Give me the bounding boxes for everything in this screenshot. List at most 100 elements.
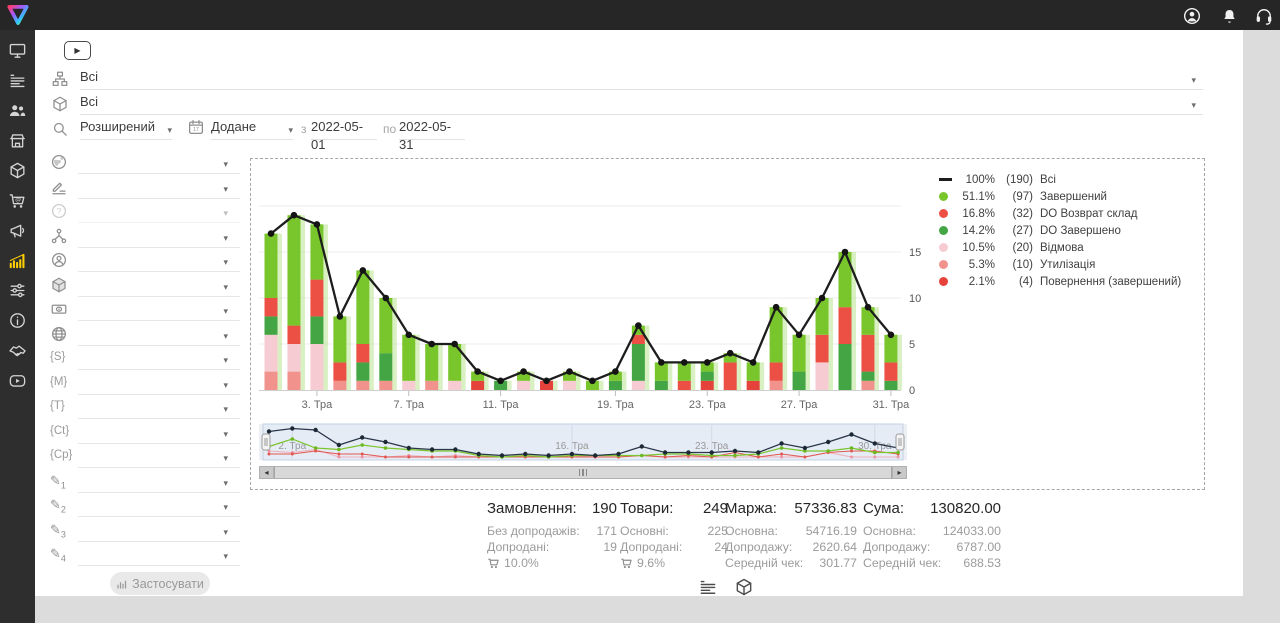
bell-icon[interactable]: [1218, 5, 1240, 27]
svg-text:5: 5: [909, 339, 915, 351]
sidebar-item-sliders[interactable]: [0, 278, 35, 302]
orders-stacked-chart[interactable]: 3. Тра 7. Тра 11. Тра 19. Тра 23. Тра 27. Тра…: [253, 163, 929, 415]
sidebar-item-order-list[interactable]: [0, 68, 35, 92]
date-field-select[interactable]: Додане ▾: [211, 118, 293, 140]
stat-subrow: Допродані: 19: [487, 540, 617, 554]
legend-item-4[interactable]: 10.5% (20) Відмова: [939, 239, 1201, 256]
sidebar-item-handshake[interactable]: [0, 338, 35, 362]
chevron-down-icon: ▾: [223, 502, 228, 512]
filter-select-pencil-2[interactable]: ✎2 ▾: [50, 495, 240, 517]
svg-text:3. Тра: 3. Тра: [302, 399, 333, 411]
legend-label: Завершений: [1040, 190, 1107, 203]
pencil-icon: ✎1: [50, 472, 66, 491]
stat-subrow: Основна: 54716.19: [725, 524, 857, 538]
calendar-icon[interactable]: 17: [187, 118, 205, 136]
pencil-icon: ✎4: [50, 546, 66, 564]
chevron-down-icon: ▾: [223, 208, 228, 218]
sidebar-item-video[interactable]: [0, 368, 35, 392]
legend-item-2[interactable]: 16.8% (32) DO Возврат склад: [939, 205, 1201, 222]
earth-icon: [50, 153, 68, 171]
stat-subrow: Середній чек: 688.53: [863, 556, 1001, 570]
headset-icon[interactable]: [1253, 5, 1275, 27]
legend-item-6[interactable]: 2.1% (4) Повернення (завершений): [939, 273, 1201, 290]
video-tutorial-button[interactable]: ▶: [64, 41, 91, 60]
scroll-right-arrow[interactable]: ▸: [892, 467, 906, 478]
filter-select-help[interactable]: ? ▾: [51, 201, 240, 223]
filter-select-tag-Cp[interactable]: {Cp} ▾: [50, 446, 240, 468]
filter-select-tag-T[interactable]: {T} ▾: [50, 397, 240, 419]
brand-logo-icon[interactable]: [5, 2, 31, 28]
sidebar-item-users[interactable]: [0, 98, 35, 122]
chevron-down-icon: ▾: [288, 125, 293, 135]
filter-select-pencil-1[interactable]: ✎1 ▾: [50, 471, 240, 493]
chevron-down-icon: ▾: [223, 330, 228, 341]
filter-select-pencil-3[interactable]: ✎3 ▾: [50, 520, 240, 542]
svg-text:23. Тра: 23. Тра: [695, 441, 729, 452]
sidebar-item-megaphone[interactable]: [0, 218, 35, 242]
stat-subrow: Основні: 225: [620, 524, 728, 538]
orders-list-toggle-icon[interactable]: [697, 576, 719, 598]
products-toggle-icon[interactable]: [733, 576, 755, 598]
chevron-down-icon: ▾: [223, 477, 228, 488]
filter-select-signature[interactable]: ▾: [52, 177, 240, 199]
help-icon: ?: [50, 202, 68, 220]
chart-range-navigator[interactable]: 2. Тра 16. Тра 23. Тра 30. Тра: [259, 423, 907, 463]
svg-text:2. Тра: 2. Тра: [278, 441, 306, 452]
date-to-input[interactable]: 2022-05-31: [399, 118, 465, 152]
product-filter-select[interactable]: Всі ▾: [80, 93, 1203, 115]
legend-item-3[interactable]: 14.2% (27) DO Завершено: [939, 222, 1201, 239]
stat-title: Маржа: 57336.83: [725, 500, 857, 517]
legend-dot-marker: [939, 243, 953, 252]
date-from-input[interactable]: 2022-05-01: [311, 118, 377, 152]
apply-button[interactable]: Застосувати: [110, 572, 210, 595]
legend-percent: 5.3%: [968, 258, 995, 271]
date-to-value: 2022-05-31: [399, 119, 452, 152]
sidebar-item-monitor[interactable]: [0, 38, 35, 62]
legend-item-5[interactable]: 5.3% (10) Утилізація: [939, 256, 1201, 273]
filter-select-user-circle[interactable]: ▾: [51, 250, 240, 272]
scroll-left-arrow[interactable]: ◂: [260, 467, 274, 478]
chevron-down-icon: ▾: [223, 379, 228, 390]
stat-column-1: Товари: 249 Основні: 225 Допродані: 24 9.6%: [620, 500, 728, 571]
chart-scrollbar[interactable]: ◂ ▸: [259, 466, 907, 479]
svg-text:16. Тра: 16. Тра: [555, 441, 589, 452]
filter-select-cube3d[interactable]: ▾: [52, 275, 240, 297]
legend-dot-marker: [939, 226, 953, 235]
filter-select-tag-S[interactable]: {S} ▾: [50, 348, 240, 370]
filter-select-pencil-4[interactable]: ✎4 ▾: [50, 544, 240, 566]
filter-select-banknote[interactable]: ▾: [51, 299, 240, 321]
stat-subrow: Допродажу: 2620.64: [725, 540, 857, 554]
user-avatar-icon[interactable]: [1181, 5, 1203, 27]
tag-S-icon: {S}: [50, 351, 66, 363]
filter-select-earth[interactable]: ▾: [51, 152, 240, 174]
category-filter-select[interactable]: Всі ▾: [80, 68, 1203, 90]
legend-label: Повернення (завершений): [1040, 275, 1182, 288]
stat-subrow: Основна: 124033.00: [863, 524, 1001, 538]
scrollbar-thumb[interactable]: [274, 467, 892, 478]
sidebar-item-store[interactable]: [0, 128, 35, 152]
search-icon: [51, 120, 69, 138]
filter-select-tag-M[interactable]: {M} ▾: [50, 373, 240, 395]
legend-item-0[interactable]: 100% (190) Всі: [939, 171, 1201, 188]
svg-text:10: 10: [909, 293, 921, 305]
search-mode-select[interactable]: Розширений ▾: [80, 118, 172, 140]
apply-button-label: Застосувати: [132, 576, 204, 591]
svg-text:31. Тра: 31. Тра: [873, 399, 911, 411]
sidebar-item-info[interactable]: [0, 308, 35, 332]
legend-dot-marker: [939, 209, 953, 218]
sidebar-item-trolley[interactable]: @: [0, 188, 35, 212]
legend-percent: 51.1%: [962, 190, 995, 203]
filter-select-globe-grid[interactable]: ▾: [51, 324, 240, 346]
filter-select-share[interactable]: ▾: [51, 226, 240, 248]
chevron-down-icon: ▾: [223, 428, 228, 439]
chevron-down-icon: ▾: [223, 159, 228, 169]
stat-upsell-rate: 10.0%: [487, 555, 617, 571]
legend-percent: 14.2%: [962, 224, 995, 237]
stat-upsell-rate: 9.6%: [620, 555, 728, 571]
legend-item-1[interactable]: 51.1% (97) Завершений: [939, 188, 1201, 205]
legend-count: (10): [1012, 258, 1033, 271]
legend-count: (97): [1012, 190, 1033, 203]
filter-select-tag-Ct[interactable]: {Ct} ▾: [50, 422, 240, 444]
sidebar-item-package[interactable]: [0, 158, 35, 182]
sidebar-item-analytics-active[interactable]: [0, 248, 35, 272]
